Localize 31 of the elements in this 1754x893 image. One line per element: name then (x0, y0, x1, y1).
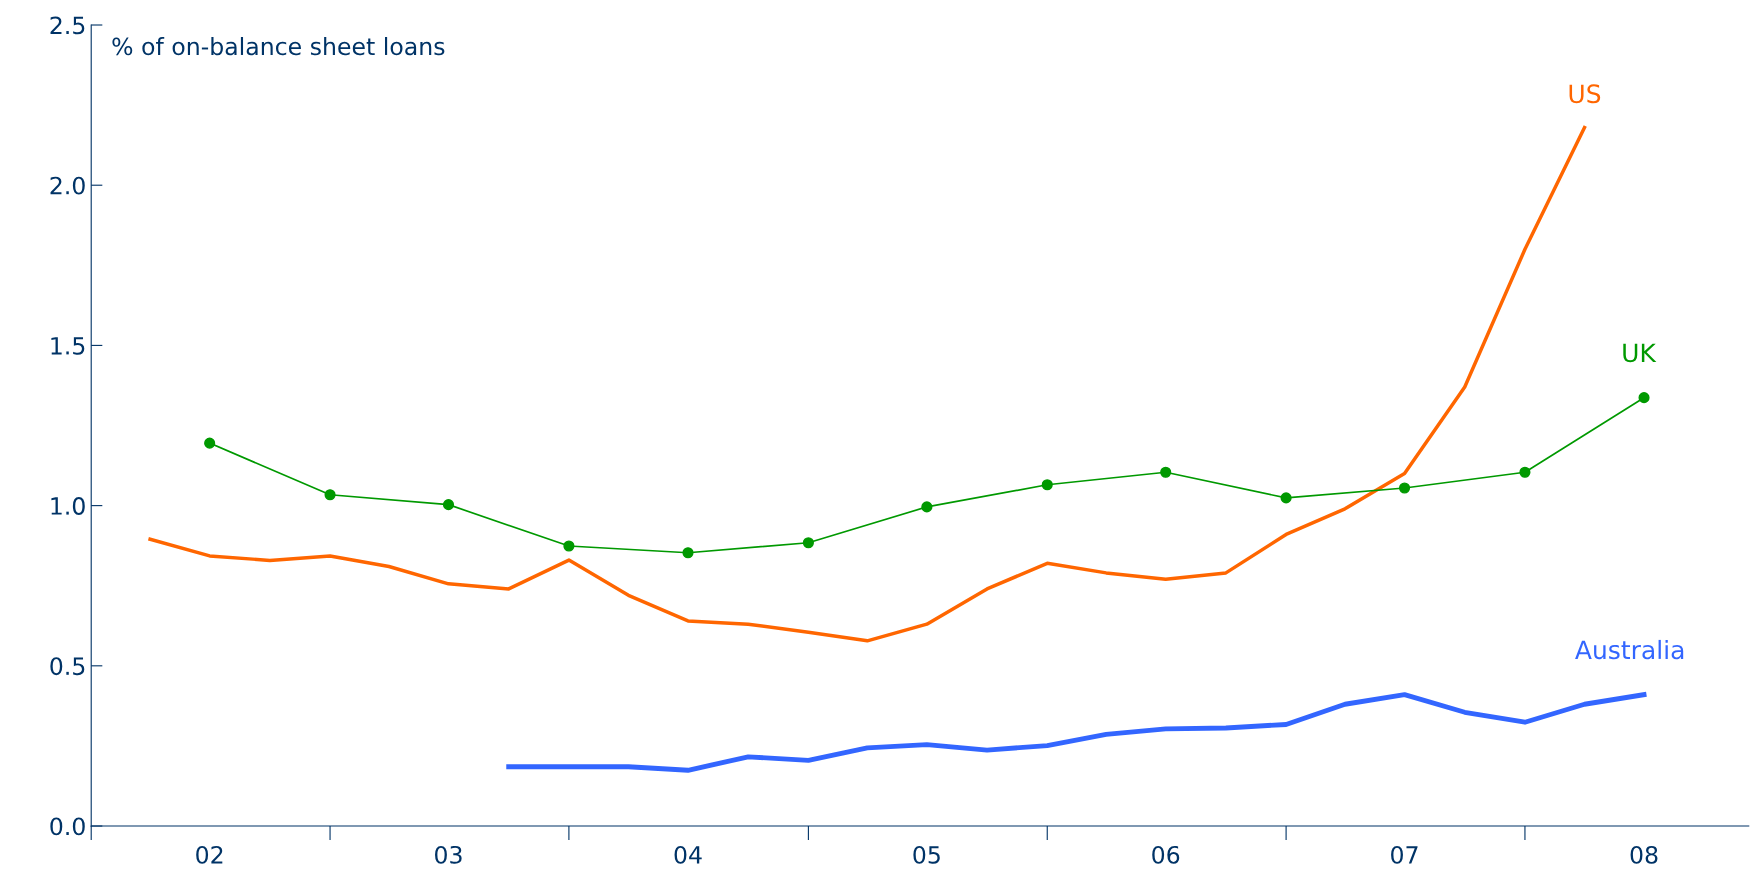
point (1519, 466, 1531, 478)
y-tick-label: 1.5 (51, 337, 85, 355)
y-axis-title: % of on-balance sheet loans (112, 37, 445, 56)
point (921, 501, 933, 513)
series-label: US (1569, 84, 1601, 104)
x-tick-label: 06 (1152, 845, 1180, 864)
series-label: UK (1623, 343, 1657, 363)
y-tick-label: 0.0 (50, 817, 85, 836)
x-tick-label: 02 (196, 845, 223, 864)
series-label: Australia (1575, 639, 1684, 660)
point (204, 437, 216, 449)
x-tick-label: 07 (1391, 845, 1418, 864)
point (563, 540, 575, 552)
x-tick-label: 04 (674, 845, 702, 864)
y-tick-label: 0.5 (50, 657, 85, 676)
point (682, 547, 694, 559)
point (324, 489, 336, 501)
y-tick-label: 2.0 (50, 176, 85, 195)
y-tick-label: 1.0 (51, 497, 85, 515)
point (1160, 466, 1172, 478)
point (1398, 482, 1411, 494)
x-tick-label: 05 (913, 845, 940, 864)
x-tick-label: 08 (1630, 845, 1658, 864)
point (1280, 492, 1292, 504)
y-tick-label: 2.5 (50, 16, 85, 35)
point (442, 499, 455, 511)
point (1638, 392, 1650, 404)
x-tick-label: 03 (435, 845, 462, 864)
line-series (506, 692, 1647, 773)
point (1041, 479, 1053, 491)
point (802, 537, 814, 549)
